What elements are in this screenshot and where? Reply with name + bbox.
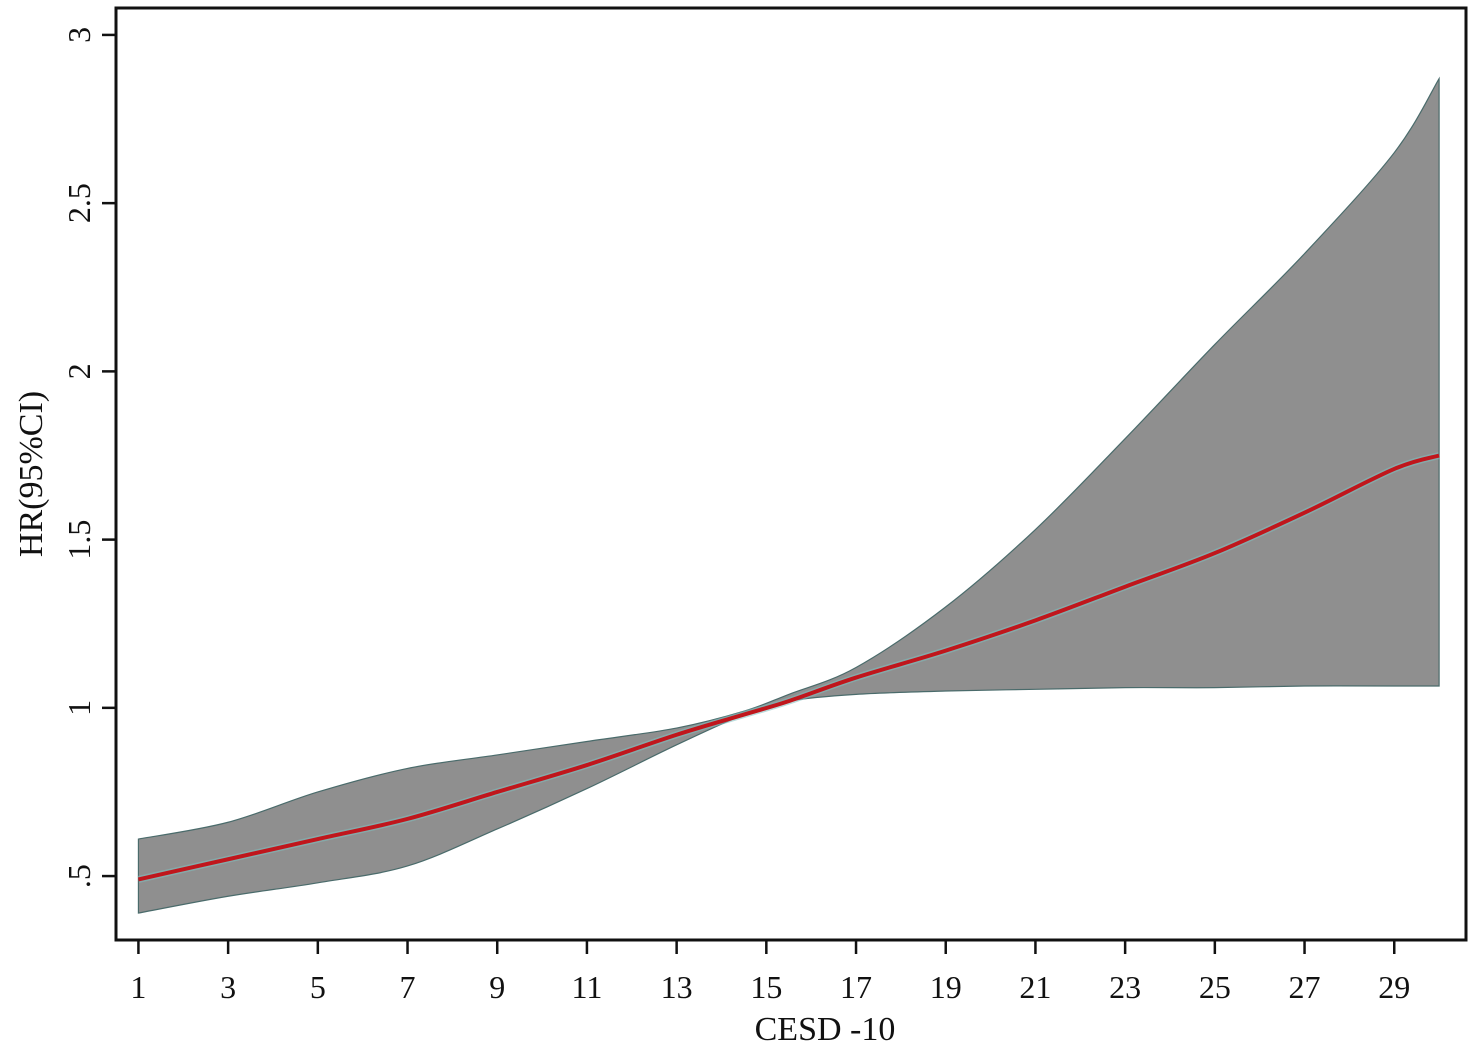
estimate-line	[137, 453, 1440, 882]
y-axis: .5 1 1.5 2 2.5 3	[61, 27, 116, 888]
x-tick-label: 27	[1289, 969, 1321, 1005]
x-tick-label: 1	[130, 969, 146, 1005]
confidence-band-layer	[137, 76, 1440, 914]
x-tick-label: 29	[1378, 969, 1410, 1005]
x-tick-label: 23	[1109, 969, 1141, 1005]
x-tick-label: 11	[572, 969, 603, 1005]
y-tick-label: 2	[61, 363, 97, 379]
x-tick-label: 25	[1199, 969, 1231, 1005]
x-tick-label: 15	[750, 969, 782, 1005]
plot-frame	[114, 6, 1468, 942]
y-tick-label: 3	[61, 27, 97, 43]
estimate-line-layer	[137, 452, 1441, 883]
y-tick-label: 1.5	[61, 520, 97, 560]
x-tick-label: 21	[1019, 969, 1051, 1005]
y-tick-label: 1	[61, 700, 97, 716]
x-tick-label: 19	[930, 969, 962, 1005]
y-axis-title: HR(95%CI)	[13, 391, 50, 557]
x-tick-label: 3	[220, 969, 236, 1005]
x-tick-label: 17	[840, 969, 872, 1005]
x-tick-label: 7	[400, 969, 416, 1005]
x-tick-label: 5	[310, 969, 326, 1005]
x-tick-label: 13	[661, 969, 693, 1005]
y-tick-label: 2.5	[61, 183, 97, 223]
x-tick-label: 9	[489, 969, 505, 1005]
y-tick-label: .5	[61, 864, 97, 888]
x-axis-title: CESD -10	[755, 1011, 896, 1048]
x-axis: 1 3 5 7 9 11 13 15 17 19 21 23 25 27 29	[130, 940, 1410, 1005]
confidence-band	[137, 76, 1440, 914]
